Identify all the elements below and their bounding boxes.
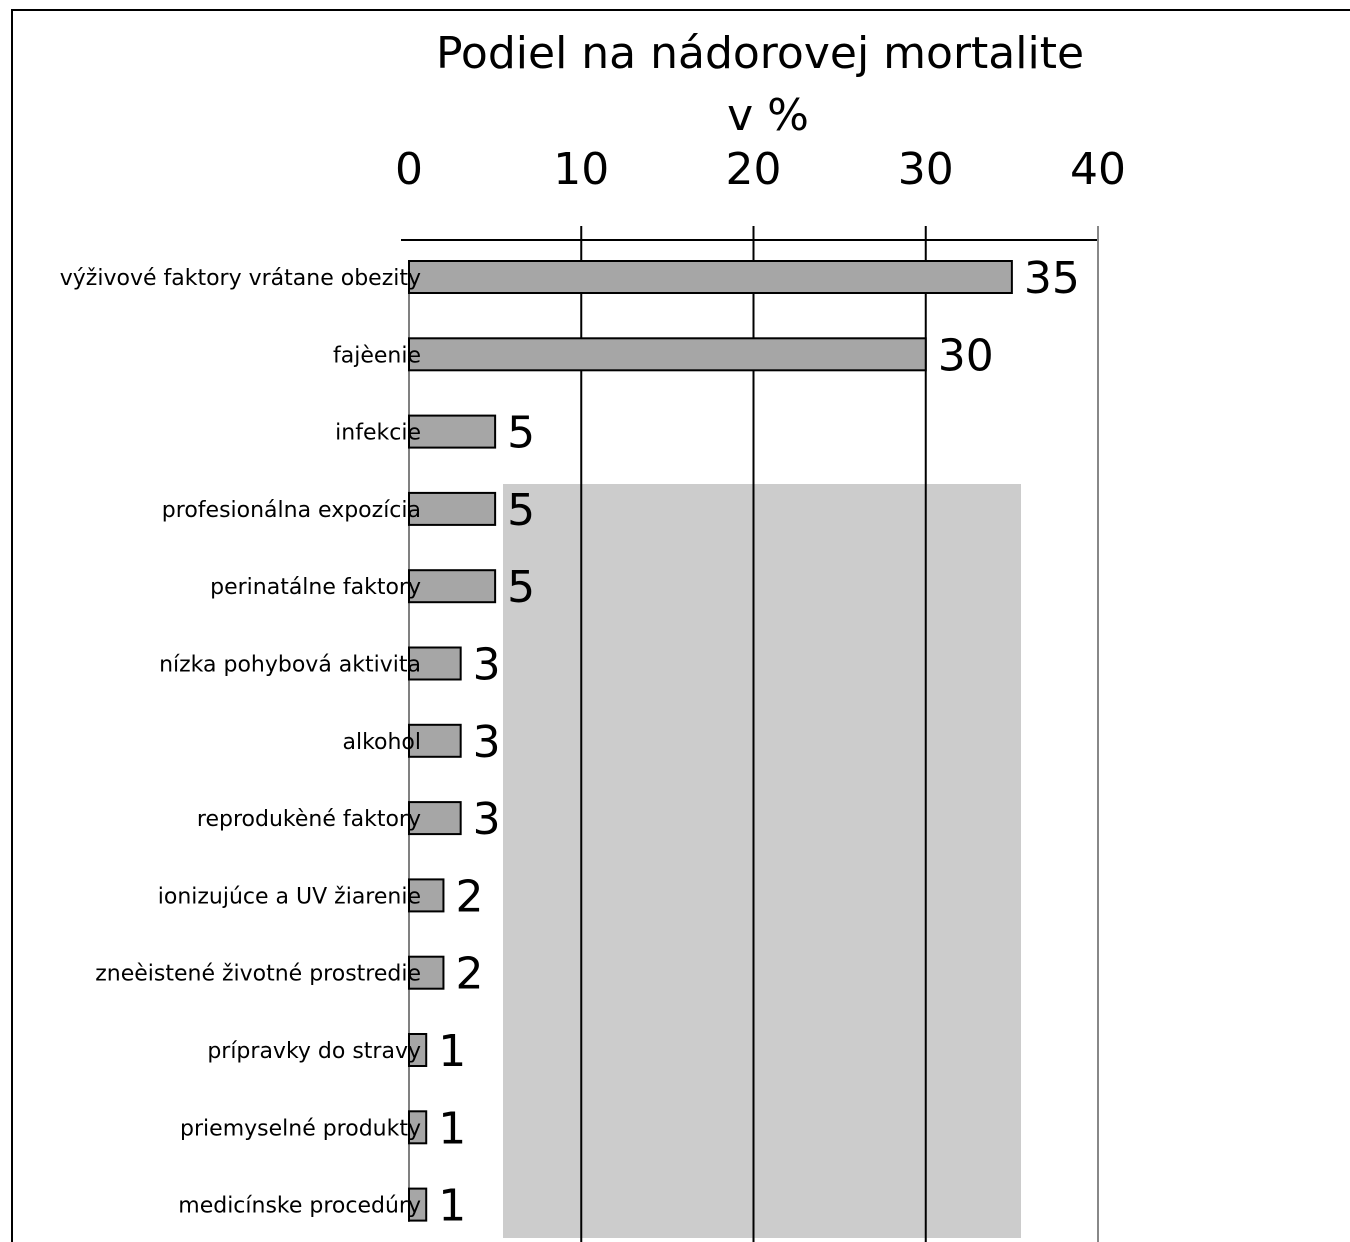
y-tick-label: výživové faktory vrátane obezity — [60, 266, 421, 291]
y-tick-label: nízka pohybová aktivita — [159, 653, 421, 678]
y-tick-label: profesionálna expozícia — [162, 498, 421, 523]
y-tick-label: reprodukèné faktory — [197, 807, 421, 832]
y-tick-label: ionizujúce a UV žiarenie — [158, 884, 421, 909]
value-label: 1 — [438, 1103, 466, 1154]
y-tick-label: perinatálne faktory — [210, 575, 421, 600]
value-label: 5 — [507, 408, 535, 459]
x-tick-label: 40 — [1070, 144, 1126, 195]
bar — [408, 723, 462, 758]
bar — [408, 260, 1013, 294]
bar — [408, 414, 497, 449]
bar — [408, 1187, 428, 1222]
x-tick-label: 10 — [553, 144, 609, 195]
title-group: Podiel na nádorovej mortalite — [436, 28, 1084, 79]
value-label: 30 — [938, 330, 994, 381]
bar — [408, 337, 927, 372]
y-tick-label: zneèistené životné prostredie — [95, 962, 421, 987]
bar — [408, 955, 445, 990]
bar — [408, 801, 462, 836]
value-label: 35 — [1024, 253, 1080, 304]
value-label: 5 — [507, 485, 535, 536]
bar — [408, 646, 462, 681]
value-label: 3 — [473, 794, 501, 845]
x-tick-label: 30 — [898, 144, 954, 195]
value-label: 1 — [438, 1181, 466, 1232]
chart-title: v % — [727, 90, 809, 141]
value-label: 5 — [507, 562, 535, 613]
y-tick-label: prípravky do stravy — [207, 1039, 421, 1064]
value-label: 2 — [455, 949, 483, 1000]
chart-title: Podiel na nádorovej mortalite — [436, 28, 1084, 79]
value-label: 3 — [473, 640, 501, 691]
bar — [408, 1033, 428, 1067]
x-tick-label: 0 — [395, 144, 423, 195]
value-label: 1 — [438, 1026, 466, 1077]
x-tick-label: 20 — [726, 144, 782, 195]
value-label: 2 — [455, 871, 483, 922]
y-tick-label: priemyselné produkty — [180, 1116, 421, 1141]
bar — [408, 878, 445, 913]
y-tick-label: medicínske procedúry — [178, 1194, 421, 1219]
bar — [408, 569, 497, 604]
y-tick-label: fajèenie — [333, 343, 421, 368]
plot-shade — [503, 484, 1021, 1238]
value-label: 3 — [473, 717, 501, 768]
y-tick-label: infekcie — [335, 421, 421, 446]
bar — [408, 1110, 428, 1145]
y-tick-label: alkohol — [342, 730, 421, 755]
bar — [408, 491, 497, 526]
